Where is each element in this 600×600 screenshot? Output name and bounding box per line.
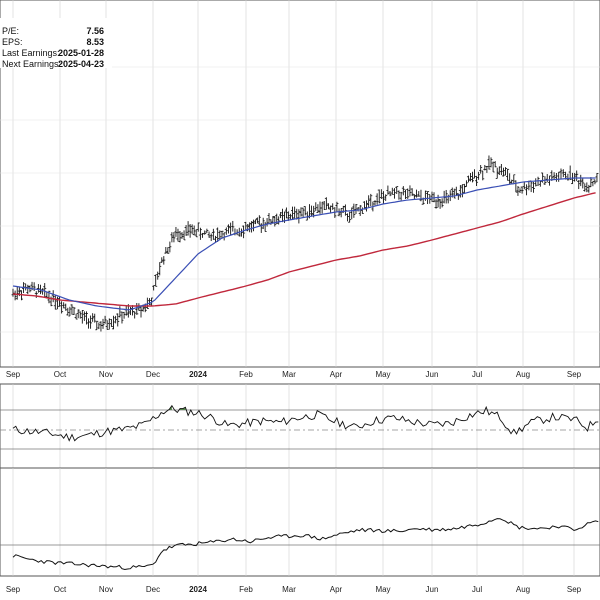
month-tick-label: Oct (54, 585, 67, 594)
month-tick-label: Sep (567, 370, 582, 379)
month-tick-label: Apr (330, 585, 343, 594)
lower-grid (12, 468, 575, 576)
month-tick-label: May (375, 370, 390, 379)
next-earnings-label: Next Earnings: (2, 59, 61, 69)
last-earnings-value: 2025-01-28 (58, 48, 104, 58)
lower-line (12, 518, 599, 571)
month-tick-label: Apr (330, 370, 343, 379)
last-earnings-label: Last Earnings: (2, 48, 60, 58)
month-tick-label: Mar (282, 585, 296, 594)
ma-long-line (12, 192, 596, 307)
oscillator-grid (12, 384, 575, 468)
eps-value: 8.53 (86, 37, 104, 47)
pe-label: P/E: (2, 26, 19, 36)
month-tick-label: Nov (99, 370, 113, 379)
month-axis-top: Sep Oct Nov Dec 2024 Feb Mar Apr May Jun Jul Aug Sep (6, 370, 582, 379)
month-tick-label: Feb (239, 585, 253, 594)
month-tick-label: Jul (472, 370, 482, 379)
month-tick-label: Aug (516, 370, 530, 379)
month-tick-label: May (375, 585, 390, 594)
lower-panel (0, 467, 600, 577)
ma-short-line (12, 177, 596, 311)
oscillator-line (12, 404, 599, 442)
month-tick-label: 2024 (189, 585, 207, 594)
oscillator-panel (0, 383, 600, 469)
month-tick-label: Mar (282, 370, 296, 379)
month-tick-label: Jun (426, 585, 439, 594)
month-tick-label: Oct (54, 370, 67, 379)
month-tick-label: Sep (567, 585, 582, 594)
month-tick-label: Aug (516, 585, 530, 594)
month-tick-label: 2024 (189, 370, 207, 379)
info-box: P/E: 7.56 EPS: 8.53 Last Earnings: 2025-… (0, 18, 112, 69)
month-tick-label: Jul (472, 585, 482, 594)
month-tick-label: Feb (239, 370, 253, 379)
eps-label: EPS: (2, 37, 23, 47)
next-earnings-value: 2025-04-23 (58, 59, 104, 69)
month-tick-label: Dec (146, 370, 160, 379)
month-tick-label: Sep (6, 585, 21, 594)
month-tick-label: Jun (426, 370, 439, 379)
pe-value: 7.56 (86, 26, 104, 36)
month-tick-label: Dec (146, 585, 160, 594)
month-tick-label: Nov (99, 585, 113, 594)
month-tick-label: Sep (6, 370, 21, 379)
month-axis-bottom: Sep Oct Nov Dec 2024 Feb Mar Apr May Jun Jul Aug Sep (6, 585, 582, 594)
